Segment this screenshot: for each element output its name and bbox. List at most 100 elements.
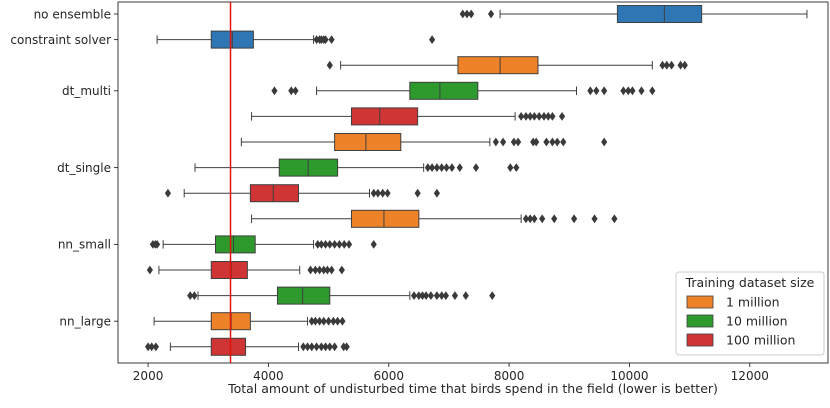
- box-iqr: [350, 107, 419, 126]
- box-5: [240, 133, 608, 151]
- flier-point: [374, 188, 382, 198]
- flier-point: [429, 163, 436, 172]
- flier-point: [677, 60, 684, 70]
- flier-point: [587, 86, 594, 96]
- flier-point: [629, 86, 636, 96]
- flier-point: [288, 86, 295, 96]
- flier-point: [424, 163, 431, 172]
- flier-point: [316, 316, 323, 326]
- flier-point: [601, 86, 608, 96]
- flier-point: [500, 137, 507, 147]
- box-iqr: [276, 286, 331, 305]
- box-0: [459, 5, 808, 23]
- flier-point: [659, 60, 666, 70]
- flier-point: [326, 60, 333, 70]
- flier-point: [326, 240, 333, 249]
- box-11: [187, 286, 496, 305]
- flier-point: [571, 214, 578, 224]
- flier-point: [456, 163, 463, 172]
- flier-point: [462, 291, 469, 300]
- flier-point: [187, 291, 194, 300]
- flier-point: [638, 86, 645, 96]
- flier-point: [300, 342, 307, 352]
- flier-point: [443, 163, 450, 172]
- flier-point: [308, 342, 315, 352]
- flier-point: [316, 265, 323, 275]
- flier-point: [549, 137, 556, 147]
- flier-point: [325, 316, 332, 326]
- box-iqr: [249, 184, 300, 203]
- x-tick-label: 12000: [731, 369, 769, 383]
- y-tick-label: constraint solver: [10, 33, 111, 47]
- flier-point: [433, 188, 440, 198]
- box-6: [194, 158, 520, 177]
- flier-point: [531, 112, 538, 121]
- flier-point: [433, 163, 440, 172]
- flier-point: [489, 291, 496, 300]
- flier-point: [681, 60, 688, 70]
- flier-point: [527, 112, 534, 121]
- x-tick-label: 8000: [494, 369, 525, 383]
- flier-point: [522, 214, 530, 224]
- flier-point: [531, 214, 538, 224]
- flier-point: [515, 137, 522, 147]
- box-12: [153, 312, 346, 331]
- plot-area: [117, 1, 829, 364]
- box-8: [251, 209, 618, 228]
- legend-title: Training dataset size: [685, 275, 815, 290]
- y-tick-label: dt_single: [57, 161, 111, 175]
- flier-point: [522, 112, 530, 121]
- flier-point: [510, 137, 517, 147]
- flier-point: [518, 112, 525, 121]
- legend-swatch: [686, 295, 714, 309]
- flier-point: [620, 86, 627, 96]
- box-iqr: [350, 209, 420, 228]
- flier-point: [438, 291, 445, 300]
- flier-point: [625, 86, 632, 96]
- flier-point: [318, 240, 325, 249]
- flier-point: [322, 240, 329, 249]
- x-axis-ticks: 2000 4000 6000 8000 10000 12000: [133, 363, 769, 383]
- box-2: [326, 56, 688, 75]
- flier-point: [322, 35, 329, 44]
- flier-point: [536, 112, 543, 121]
- flier-point: [451, 291, 459, 300]
- legend-entry-label: 100 million: [726, 333, 795, 348]
- flier-point: [334, 316, 341, 326]
- flier-point: [442, 291, 450, 300]
- box-iqr: [409, 81, 479, 100]
- flier-point: [551, 214, 558, 224]
- flier-point: [148, 342, 155, 352]
- flier-point: [543, 137, 550, 147]
- flier-point: [308, 316, 315, 326]
- flier-point: [601, 137, 608, 147]
- flier-point: [429, 35, 436, 44]
- flier-point: [326, 342, 333, 352]
- flier-point: [370, 188, 377, 198]
- flier-point: [668, 60, 675, 70]
- flier-point: [591, 214, 598, 224]
- flier-point: [533, 137, 540, 147]
- flier-point: [611, 214, 618, 224]
- flier-point: [312, 265, 319, 275]
- flier-point: [438, 163, 445, 172]
- y-tick-label: no ensemble: [34, 7, 111, 21]
- box-iqr: [214, 235, 256, 254]
- flier-point: [304, 342, 311, 352]
- flier-point: [558, 112, 566, 121]
- flier-point: [379, 188, 386, 198]
- flier-point: [322, 342, 329, 352]
- flier-point: [339, 316, 346, 326]
- flier-point: [320, 265, 327, 275]
- flier-point: [513, 163, 520, 172]
- legend-swatch: [686, 314, 714, 328]
- box-1: [156, 30, 436, 49]
- flier-point: [318, 342, 325, 352]
- flier-point: [593, 86, 600, 96]
- box-iqr: [210, 261, 248, 279]
- flier-point: [145, 342, 152, 352]
- flier-point: [472, 163, 480, 172]
- box-iqr: [334, 133, 402, 151]
- flier-point: [331, 342, 338, 352]
